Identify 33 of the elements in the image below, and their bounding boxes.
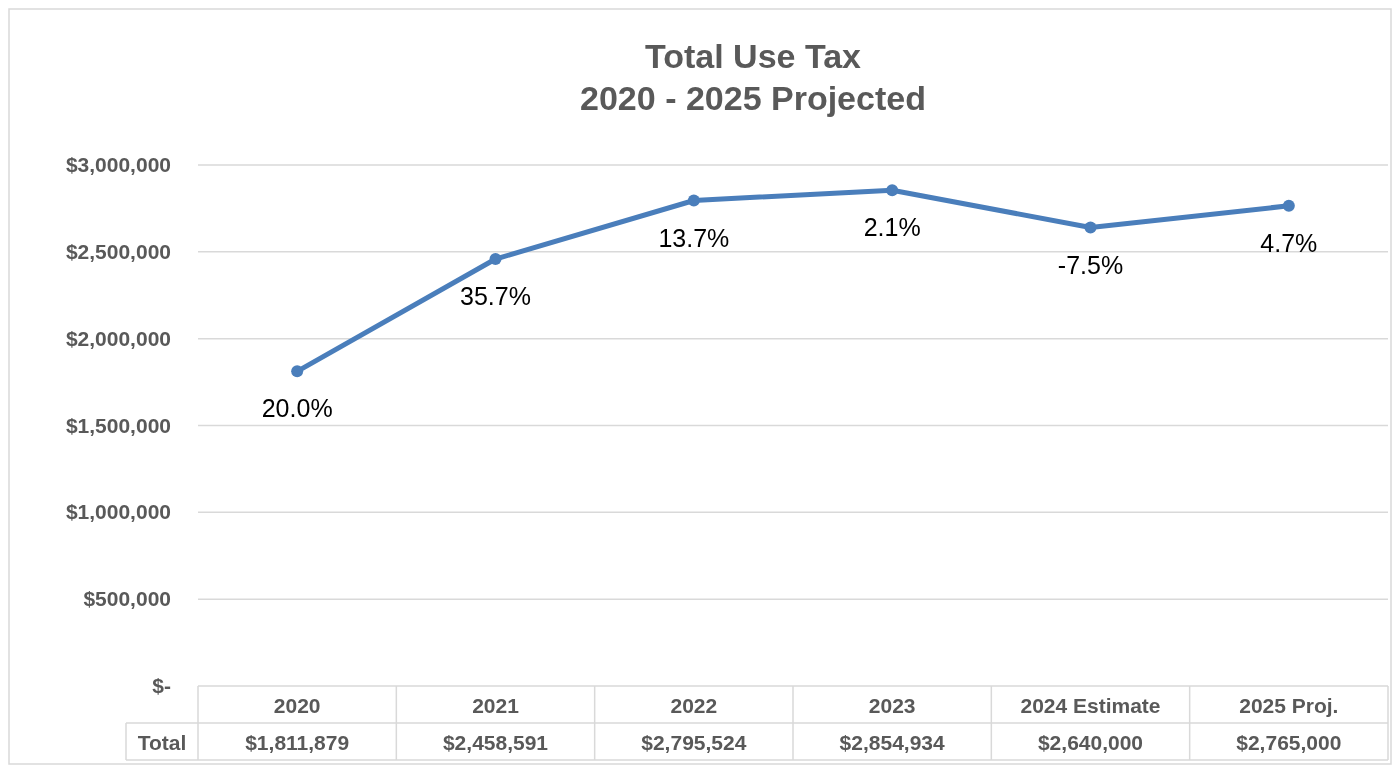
x-tick-label: 2025 Proj.	[1239, 694, 1339, 717]
text: $2,640,000	[1037, 731, 1144, 754]
x-tick-label: 2024 Estimate	[1020, 694, 1161, 717]
point	[687, 194, 700, 207]
point	[291, 365, 304, 378]
y-tick-label: $1,000,000	[65, 500, 171, 524]
y-tick-label: $-	[152, 674, 171, 697]
point	[489, 253, 502, 266]
point	[886, 184, 899, 197]
y-tick-label: $3,000,000	[65, 153, 171, 176]
annotation: 13.7%	[658, 223, 730, 252]
annotation: 2.1%	[863, 213, 921, 242]
x-tick-label: 2021	[472, 694, 520, 717]
text: Total	[137, 731, 187, 754]
text: $1,811,879	[245, 731, 350, 754]
text: $2,854,934	[839, 731, 945, 754]
chart-title: Total Use Tax 2020 - 2025 Projected	[580, 37, 926, 117]
annotation: -7.5%	[1057, 250, 1124, 279]
point	[1282, 199, 1295, 212]
annotation: 35.7%	[460, 282, 531, 311]
annotation: 4.7%	[1260, 228, 1318, 257]
y-tick-label: $1,500,000	[65, 413, 171, 437]
annotation: 20.0%	[261, 394, 333, 423]
text: $2,795,524	[641, 731, 747, 754]
x-tick-label: 2020	[273, 694, 321, 717]
text: $2,458,591	[442, 731, 549, 754]
y-tick-label: $500,000	[83, 587, 171, 611]
y-tick-label: $2,000,000	[65, 326, 171, 350]
x-tick-label: 2022	[670, 694, 718, 717]
x-tick-label: 2023	[868, 694, 916, 717]
point	[1084, 221, 1097, 234]
text: $2,765,000	[1236, 731, 1342, 754]
y-tick-label: $2,500,000	[65, 239, 171, 263]
